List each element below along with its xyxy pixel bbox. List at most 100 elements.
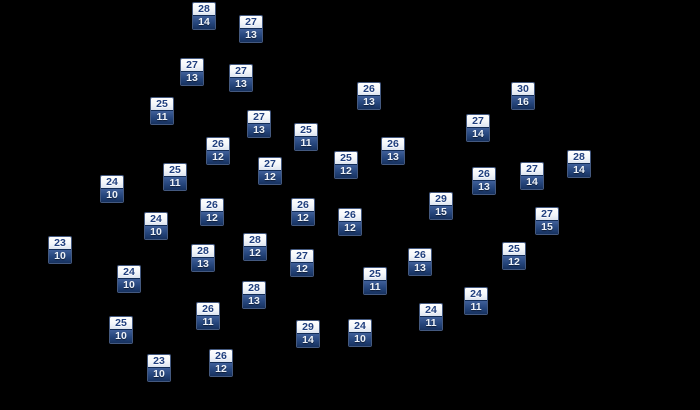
high-temp: 25 bbox=[151, 98, 173, 110]
low-temp: 10 bbox=[49, 249, 71, 263]
low-temp: 11 bbox=[364, 280, 386, 294]
high-temp: 26 bbox=[292, 199, 314, 211]
high-temp: 24 bbox=[145, 213, 167, 225]
high-temp: 24 bbox=[420, 304, 442, 316]
high-temp: 28 bbox=[244, 234, 266, 246]
high-temp: 24 bbox=[101, 176, 123, 188]
temp-marker[interactable]: 26 12 bbox=[206, 137, 230, 165]
temp-marker[interactable]: 28 14 bbox=[567, 150, 591, 178]
high-temp: 26 bbox=[358, 83, 380, 95]
temp-marker[interactable]: 24 10 bbox=[100, 175, 124, 203]
low-temp: 12 bbox=[210, 362, 232, 376]
temp-marker[interactable]: 26 13 bbox=[381, 137, 405, 165]
temp-marker[interactable]: 26 11 bbox=[196, 302, 220, 330]
low-temp: 13 bbox=[240, 28, 262, 42]
temp-marker[interactable]: 24 11 bbox=[419, 303, 443, 331]
temp-marker[interactable]: 25 11 bbox=[363, 267, 387, 295]
high-temp: 27 bbox=[230, 65, 252, 77]
temp-marker[interactable]: 23 10 bbox=[48, 236, 72, 264]
temp-marker[interactable]: 25 11 bbox=[294, 123, 318, 151]
low-temp: 12 bbox=[503, 255, 525, 269]
low-temp: 15 bbox=[430, 205, 452, 219]
low-temp: 11 bbox=[420, 316, 442, 330]
low-temp: 14 bbox=[467, 127, 489, 141]
temp-marker[interactable]: 25 10 bbox=[109, 316, 133, 344]
low-temp: 13 bbox=[382, 150, 404, 164]
temp-marker[interactable]: 27 12 bbox=[258, 157, 282, 185]
temp-marker[interactable]: 26 13 bbox=[357, 82, 381, 110]
low-temp: 13 bbox=[192, 257, 214, 271]
high-temp: 25 bbox=[164, 164, 186, 176]
high-temp: 28 bbox=[192, 245, 214, 257]
high-temp: 25 bbox=[364, 268, 386, 280]
high-temp: 29 bbox=[297, 321, 319, 333]
temp-marker[interactable]: 26 12 bbox=[200, 198, 224, 226]
temp-marker[interactable]: 25 12 bbox=[334, 151, 358, 179]
temp-marker[interactable]: 26 12 bbox=[209, 349, 233, 377]
high-temp: 27 bbox=[240, 16, 262, 28]
high-temp: 30 bbox=[512, 83, 534, 95]
temp-marker[interactable]: 27 13 bbox=[247, 110, 271, 138]
temp-marker[interactable]: 28 13 bbox=[242, 281, 266, 309]
temp-marker[interactable]: 27 15 bbox=[535, 207, 559, 235]
low-temp: 11 bbox=[295, 136, 317, 150]
high-temp: 26 bbox=[210, 350, 232, 362]
temp-marker[interactable]: 25 11 bbox=[163, 163, 187, 191]
temp-marker[interactable]: 23 10 bbox=[147, 354, 171, 382]
temp-marker[interactable]: 26 12 bbox=[338, 208, 362, 236]
temp-marker[interactable]: 29 14 bbox=[296, 320, 320, 348]
low-temp: 11 bbox=[465, 300, 487, 314]
low-temp: 12 bbox=[339, 221, 361, 235]
temp-marker[interactable]: 27 14 bbox=[520, 162, 544, 190]
temp-marker[interactable]: 27 13 bbox=[180, 58, 204, 86]
low-temp: 11 bbox=[164, 176, 186, 190]
low-temp: 13 bbox=[181, 71, 203, 85]
temp-marker[interactable]: 24 10 bbox=[117, 265, 141, 293]
temp-marker[interactable]: 27 13 bbox=[229, 64, 253, 92]
temp-marker[interactable]: 27 12 bbox=[290, 249, 314, 277]
high-temp: 26 bbox=[409, 249, 431, 261]
low-temp: 12 bbox=[335, 164, 357, 178]
high-temp: 26 bbox=[339, 209, 361, 221]
high-temp: 27 bbox=[248, 111, 270, 123]
low-temp: 10 bbox=[110, 329, 132, 343]
high-temp: 27 bbox=[467, 115, 489, 127]
temp-marker[interactable]: 24 10 bbox=[348, 319, 372, 347]
temp-marker[interactable]: 24 10 bbox=[144, 212, 168, 240]
high-temp: 24 bbox=[118, 266, 140, 278]
low-temp: 15 bbox=[536, 220, 558, 234]
high-temp: 27 bbox=[181, 59, 203, 71]
low-temp: 10 bbox=[145, 225, 167, 239]
temp-marker[interactable]: 28 14 bbox=[192, 2, 216, 30]
temp-marker[interactable]: 25 11 bbox=[150, 97, 174, 125]
temp-marker[interactable]: 25 12 bbox=[502, 242, 526, 270]
high-temp: 29 bbox=[430, 193, 452, 205]
high-temp: 24 bbox=[465, 288, 487, 300]
temp-marker[interactable]: 27 13 bbox=[239, 15, 263, 43]
temp-marker[interactable]: 28 12 bbox=[243, 233, 267, 261]
temp-marker[interactable]: 30 16 bbox=[511, 82, 535, 110]
temp-marker[interactable]: 29 15 bbox=[429, 192, 453, 220]
low-temp: 13 bbox=[473, 180, 495, 194]
low-temp: 14 bbox=[568, 163, 590, 177]
low-temp: 11 bbox=[151, 110, 173, 124]
temp-marker[interactable]: 28 13 bbox=[191, 244, 215, 272]
temp-marker[interactable]: 26 12 bbox=[291, 198, 315, 226]
temp-marker[interactable]: 26 13 bbox=[408, 248, 432, 276]
temp-marker[interactable]: 27 14 bbox=[466, 114, 490, 142]
high-temp: 28 bbox=[568, 151, 590, 163]
high-temp: 26 bbox=[473, 168, 495, 180]
high-temp: 27 bbox=[291, 250, 313, 262]
low-temp: 13 bbox=[358, 95, 380, 109]
temp-marker[interactable]: 24 11 bbox=[464, 287, 488, 315]
low-temp: 12 bbox=[244, 246, 266, 260]
low-temp: 16 bbox=[512, 95, 534, 109]
high-temp: 26 bbox=[197, 303, 219, 315]
high-temp: 25 bbox=[295, 124, 317, 136]
high-temp: 28 bbox=[193, 3, 215, 15]
low-temp: 14 bbox=[193, 15, 215, 29]
low-temp: 13 bbox=[230, 77, 252, 91]
temp-marker[interactable]: 26 13 bbox=[472, 167, 496, 195]
low-temp: 14 bbox=[297, 333, 319, 347]
